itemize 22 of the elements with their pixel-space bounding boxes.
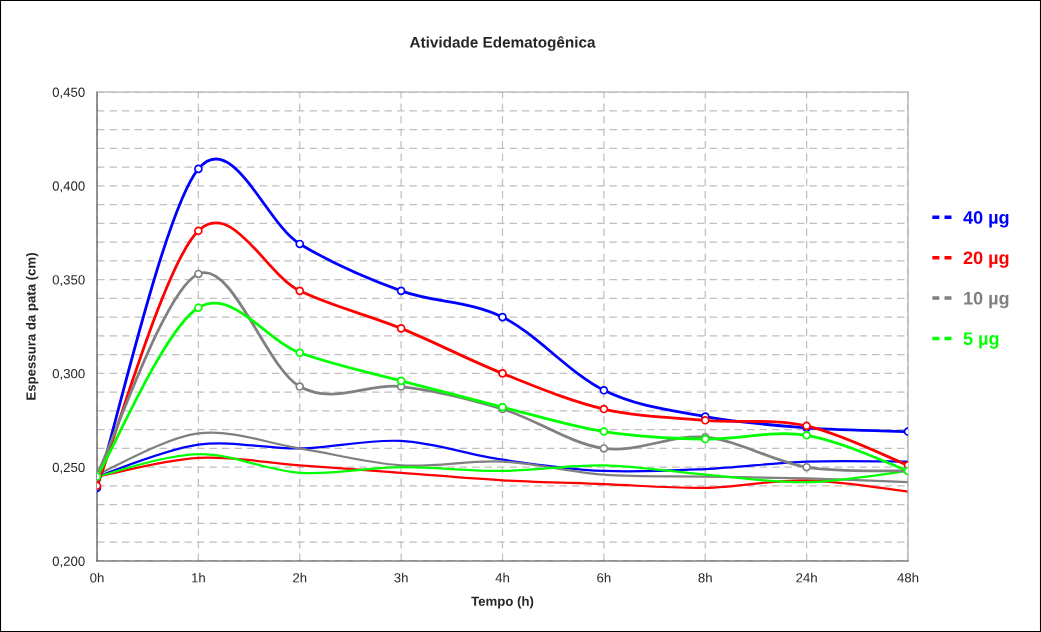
y-tick-label: 0,400: [52, 181, 85, 193]
x-tick-label: 6h: [597, 572, 611, 583]
legend-label: 20 µg: [963, 251, 1009, 268]
x-tick-label: 8h: [698, 572, 712, 583]
x-tick-label: 2h: [293, 572, 307, 583]
legend-label: 5 µg: [963, 332, 999, 349]
y-axis-title: Espessura da pata (cm): [25, 253, 39, 400]
x-tick-label: 1h: [192, 572, 205, 583]
x-tick-label: 48h: [897, 572, 919, 583]
legend-label: 10 µg: [964, 291, 1009, 309]
y-tick-label: 0,300: [52, 368, 85, 380]
legend-label: 40 µg: [963, 211, 1009, 228]
x-tick-label: 0h: [90, 572, 104, 583]
x-tick-label: 4h: [495, 572, 509, 583]
x-axis-title: Tempo (h): [471, 596, 534, 609]
y-tick-label: 0,450: [52, 87, 85, 99]
y-tick-label: 0,200: [52, 556, 85, 568]
chart-title: Atividade Edematogênica: [409, 36, 596, 51]
x-tick-label: 24h: [796, 572, 817, 583]
x-tick-label: 3h: [394, 572, 408, 583]
y-tick-label: 0,350: [52, 275, 85, 287]
y-tick-label: 0,250: [52, 462, 85, 474]
